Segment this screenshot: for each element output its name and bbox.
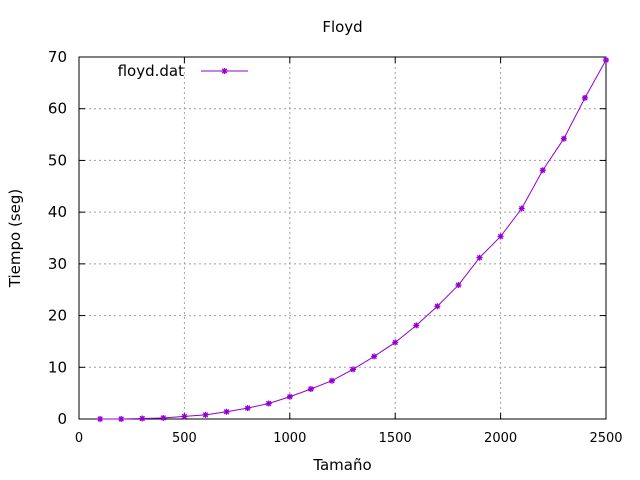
x-tick-label: 1500 xyxy=(379,431,412,446)
y-tick-label: 70 xyxy=(48,48,67,66)
series-line xyxy=(100,59,607,420)
y-tick-label: 40 xyxy=(48,203,67,221)
data-point xyxy=(392,339,399,346)
data-point-stroke xyxy=(497,233,504,240)
data-point xyxy=(476,254,483,261)
x-tick-label: 500 xyxy=(172,431,197,446)
data-point-stroke xyxy=(97,416,103,422)
data-point xyxy=(539,167,546,174)
data-point xyxy=(265,400,272,407)
data-point-stroke xyxy=(434,303,441,309)
data-point-stroke xyxy=(455,282,462,288)
y-tick-label: 0 xyxy=(57,410,67,428)
data-point-stroke xyxy=(160,415,167,421)
axis-ticks: 0 500 1000 1500 2000 2500 0 10 20 30 40 50 60 70 xyxy=(48,48,623,446)
series xyxy=(97,57,609,422)
legend: floyd.dat xyxy=(118,62,248,80)
data-point xyxy=(434,303,441,310)
x-tick-label: 0 xyxy=(75,431,83,446)
data-point-stroke xyxy=(329,378,335,384)
x-axis-label: Tamaño xyxy=(312,456,371,474)
data-point-stroke xyxy=(371,353,377,360)
legend-point xyxy=(221,68,228,74)
data-point-stroke xyxy=(582,95,588,101)
data-point xyxy=(202,411,209,418)
legend-point-stroke xyxy=(221,68,228,74)
data-point-stroke xyxy=(350,366,356,373)
data-point-stroke xyxy=(266,400,272,407)
data-point-stroke xyxy=(392,339,398,346)
data-point xyxy=(413,322,420,329)
x-tick-label: 2500 xyxy=(589,431,622,446)
data-point-stroke xyxy=(603,57,609,63)
data-point xyxy=(97,416,104,422)
data-point xyxy=(181,413,188,420)
data-point-stroke xyxy=(223,409,230,415)
y-tick-label: 50 xyxy=(48,151,67,169)
x-tick-label: 2000 xyxy=(484,431,517,446)
data-point-stroke xyxy=(476,254,483,261)
y-tick-label: 10 xyxy=(48,358,67,376)
data-point xyxy=(518,205,525,212)
data-point xyxy=(455,282,462,289)
data-point xyxy=(497,233,504,240)
y-tick-label: 20 xyxy=(48,307,67,325)
data-point-stroke xyxy=(561,135,567,142)
y-tick-label: 30 xyxy=(48,255,67,273)
data-point xyxy=(581,94,588,101)
data-point-stroke xyxy=(287,394,293,400)
data-point xyxy=(603,57,609,64)
data-point-stroke xyxy=(308,386,314,392)
data-point xyxy=(118,416,125,422)
plot-frame xyxy=(78,56,607,420)
data-point xyxy=(223,408,230,415)
data-point-stroke xyxy=(244,405,251,411)
x-tick-label: 1000 xyxy=(273,431,306,446)
data-point xyxy=(350,366,357,373)
data-point xyxy=(244,405,251,412)
data-point-stroke xyxy=(118,416,124,422)
data-point-stroke xyxy=(202,412,209,418)
data-point xyxy=(328,377,335,384)
legend-marker xyxy=(221,68,228,74)
y-tick-label: 60 xyxy=(48,100,67,118)
chart-title: Floyd xyxy=(322,18,362,36)
grid xyxy=(79,57,606,419)
legend-label: floyd.dat xyxy=(118,62,185,80)
data-point-stroke xyxy=(518,205,525,212)
data-point-stroke xyxy=(139,415,145,422)
data-point xyxy=(560,135,567,142)
data-point xyxy=(286,393,293,400)
y-axis-label: Tiempo (seg) xyxy=(6,189,24,288)
data-point xyxy=(371,353,378,360)
data-point-stroke xyxy=(181,413,188,420)
data-point xyxy=(160,414,167,421)
data-point-stroke xyxy=(540,167,546,173)
data-point xyxy=(139,415,146,422)
data-point xyxy=(307,386,314,393)
data-point-stroke xyxy=(413,322,419,329)
